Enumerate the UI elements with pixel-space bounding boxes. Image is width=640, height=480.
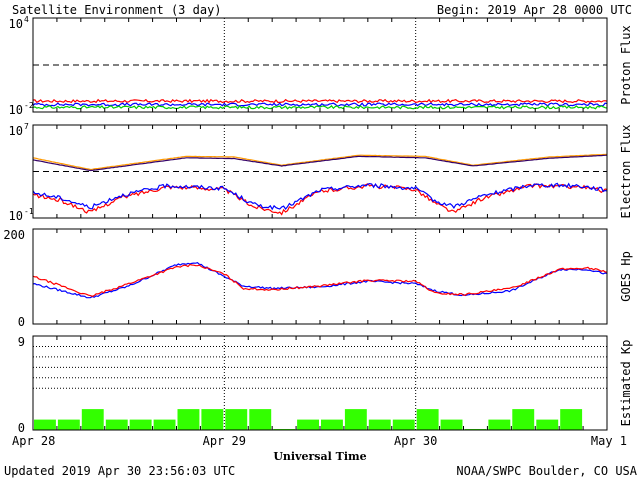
series-purple-line — [32, 154, 608, 172]
y-tick-label-top: 10 — [9, 124, 23, 138]
series-red-line — [32, 98, 608, 104]
series-green-line — [32, 104, 608, 110]
series-red-line — [32, 263, 608, 297]
kp-bar — [416, 409, 439, 430]
panel-frame — [32, 228, 608, 325]
y-tick-label-top: 200 — [3, 228, 25, 242]
kp-bar — [57, 419, 80, 430]
y-tick-label-bottom: 0 — [18, 421, 25, 435]
kp-bar — [344, 409, 367, 430]
kp-bar — [560, 409, 583, 430]
kp-bar — [321, 419, 343, 430]
x-tick-label: Apr 29 — [203, 434, 246, 448]
panel-2: 200 0 GOES Hp — [3, 228, 633, 329]
x-tick-label: Apr 28 — [12, 434, 55, 448]
kp-bar — [368, 419, 391, 430]
x-axis-label: Universal Time — [273, 450, 366, 463]
y-tick-label-top: 9 — [18, 335, 25, 349]
kp-bar — [536, 419, 559, 430]
y-axis-label: Estimated Kp — [619, 340, 633, 427]
panel-1: 10 710 -1 Electron Flux — [9, 122, 633, 223]
panel-3: 9 0 Estimated Kp — [18, 335, 633, 435]
y-tick-label-bottom-exp: -1 — [24, 207, 34, 216]
kp-bar — [392, 419, 415, 430]
y-tick-label-bottom-exp: -2 — [24, 101, 34, 110]
y-axis-label: Proton Flux — [619, 25, 633, 104]
y-tick-label-bottom: 10 — [9, 103, 23, 117]
begin-time: Begin: 2019 Apr 28 0000 UTC — [437, 3, 632, 17]
series-blue-line — [32, 182, 608, 211]
credit-label: NOAA/SWPC Boulder, CO USA — [456, 464, 637, 478]
series-blue-line — [32, 102, 608, 107]
series-orange-line — [32, 153, 608, 171]
kp-bar — [105, 419, 128, 430]
kp-bar — [129, 419, 152, 430]
y-tick-label-bottom: 10 — [9, 209, 23, 223]
kp-bar — [177, 409, 200, 430]
kp-bar — [512, 409, 535, 430]
y-axis-label: GOES Hp — [619, 251, 633, 302]
kp-bar — [34, 419, 56, 430]
y-tick-label-top-exp: 7 — [24, 122, 29, 131]
kp-bar — [440, 419, 463, 430]
x-tick-label: Apr 30 — [394, 434, 437, 448]
kp-bar — [153, 419, 176, 430]
kp-bar — [225, 409, 248, 430]
kp-bar — [201, 409, 224, 430]
y-tick-label-top-exp: 4 — [24, 15, 29, 24]
kp-bar — [297, 419, 319, 430]
kp-bar — [488, 419, 511, 430]
series-blue-line — [32, 262, 608, 299]
kp-bar — [249, 409, 272, 430]
panel-frame — [32, 17, 608, 113]
y-tick-label-top: 10 — [9, 17, 23, 31]
x-tick-label: May 1 — [591, 434, 627, 448]
chart-title: Satellite Environment (3 day) — [12, 3, 222, 17]
y-tick-label-bottom: 0 — [18, 315, 25, 329]
kp-bar — [81, 409, 104, 430]
panel-frame — [32, 124, 608, 219]
updated-timestamp: Updated 2019 Apr 30 23:56:03 UTC — [4, 464, 235, 478]
y-axis-label: Electron Flux — [619, 125, 633, 219]
